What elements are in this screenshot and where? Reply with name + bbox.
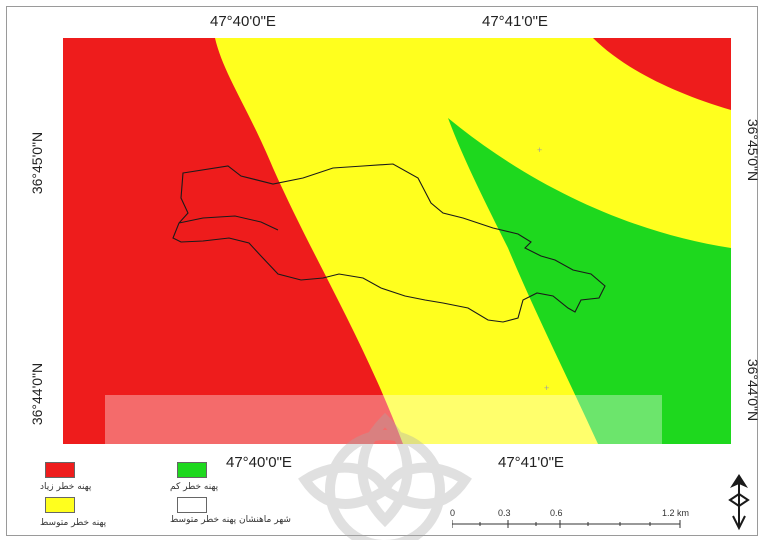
hazard-zone-map: + + (63, 38, 731, 444)
watermark-band (105, 395, 662, 445)
legend-swatch-high (45, 462, 75, 478)
legend-swatch-city (177, 497, 207, 513)
right-latitude-label-2: 36°44'0"N (745, 358, 761, 422)
scale-tick-label-3: 1.2 km (662, 508, 690, 518)
map-marker-plus-2: + (544, 383, 549, 393)
right-latitude-label-1: 36°45'0"N (745, 118, 761, 182)
legend-label-city: شهر ماهنشان پهنه خطر متوسط (170, 515, 291, 525)
scale-bar: 0 0.3 0.6 1.2 km (450, 504, 695, 528)
top-longitude-label-2: 47°41'0"E (482, 13, 548, 30)
scale-tick-label-1: 0.3 (498, 508, 511, 518)
left-latitude-label-1: 36°45'0"N (29, 131, 45, 195)
legend-swatch-low (177, 462, 207, 478)
scale-bar-line (452, 520, 681, 528)
legend-label-high: پهنه خطر زیاد (40, 482, 92, 492)
bottom-longitude-label-1: 47°40'0"E (226, 454, 292, 471)
map-frame (6, 6, 758, 536)
bottom-longitude-label-2: 47°41'0"E (498, 454, 564, 471)
city-boundary (172, 163, 606, 323)
legend-label-low: پهنه خطر کم (170, 482, 219, 492)
legend-label-medium: پهنه خطر متوسط (40, 518, 107, 528)
scale-tick-label-0: 0 (450, 508, 456, 518)
university-logo (298, 412, 472, 540)
scale-tick-label-2: 0.6 (550, 508, 563, 518)
top-longitude-label-1: 47°40'0"E (210, 13, 276, 30)
legend-swatch-medium (45, 497, 75, 513)
left-latitude-label-2: 36°44'0"N (29, 362, 45, 426)
map-marker-plus-1: + (537, 145, 542, 155)
city-boundary-inner (178, 215, 279, 231)
north-arrow-icon (728, 474, 750, 531)
low-risk-zone (448, 118, 731, 444)
